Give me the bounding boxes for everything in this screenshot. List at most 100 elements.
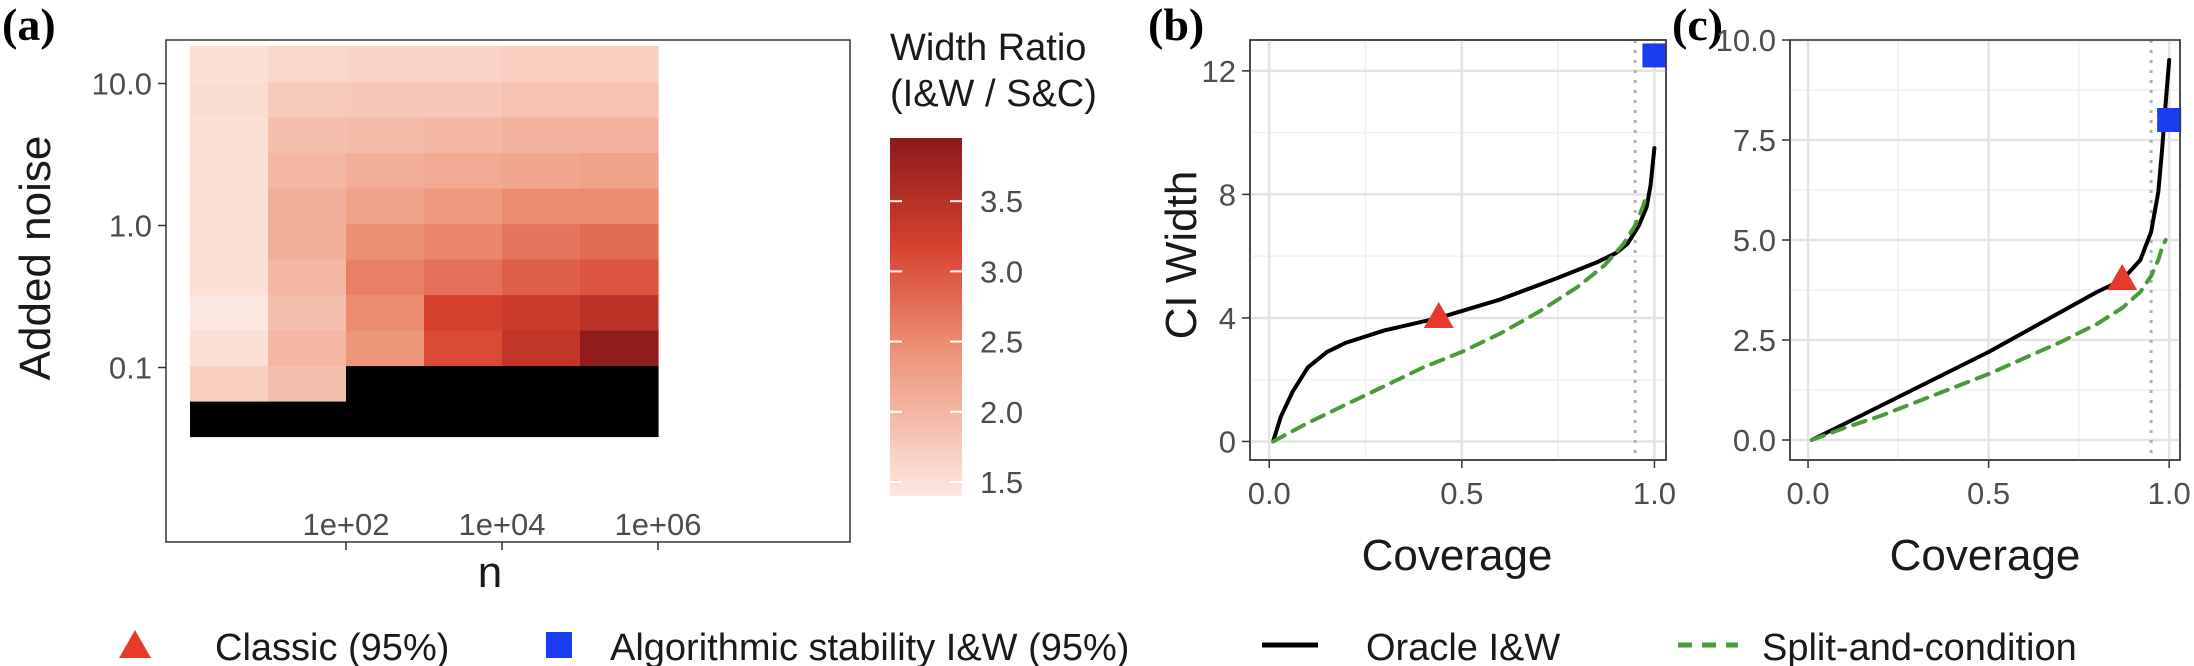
y-tick-label: 7.5 (1733, 123, 1776, 158)
heatmap-cell (346, 401, 425, 438)
heatmap-cell (580, 330, 659, 367)
heatmap-cell (268, 152, 347, 189)
heatmap-cell (580, 365, 659, 402)
heatmap-cell (268, 117, 347, 154)
heatmap-cell (580, 401, 659, 438)
heatmap-cell (190, 401, 269, 438)
stability-point-marker (1642, 43, 1667, 68)
heatmap-cell (580, 259, 659, 296)
heatmap-cell (580, 294, 659, 331)
colorbar-gradient (890, 138, 962, 496)
legend-split-label: Split-and-condition (1762, 627, 2077, 666)
classic-point-marker (2107, 264, 2138, 290)
x-tick-label: 1.0 (1633, 476, 1676, 511)
colorbar-tick-label: 3.0 (980, 254, 1023, 289)
heatmap-cell (502, 188, 581, 225)
line-chart-b: 0.0 0.5 1.0 0 4 8 12 Coverage CI Width (1157, 39, 1676, 580)
heatmap-cell (424, 188, 503, 225)
heatmap-x-axis-title: n (478, 548, 502, 597)
heatmap-x-tick-label: 1e+04 (458, 507, 545, 542)
heatmap-cell (502, 259, 581, 296)
heatmap-cell (190, 117, 269, 154)
heatmap-frame (165, 39, 851, 543)
split-and-condition-series-line (1809, 238, 2168, 442)
heatmap-cell (268, 46, 347, 83)
legend-classic-label: Classic (95%) (215, 627, 449, 666)
heatmap-cell (268, 365, 347, 402)
y-tick-label: 10.0 (1716, 23, 1776, 58)
colorbar-legend: Width Ratio (I&W / S&C) 1.5 2.0 2.5 3.0 3.5 (890, 27, 1097, 500)
heatmap-y-tick-label: 1.0 (109, 209, 152, 244)
x-tick-label: 0.5 (1967, 476, 2010, 511)
heatmap-cell (580, 46, 659, 83)
heatmap-cell (424, 294, 503, 331)
heatmap-cell (268, 401, 347, 438)
heatmap-cell (424, 259, 503, 296)
heatmap-cell (424, 46, 503, 83)
y-tick-label: 0 (1219, 424, 1236, 459)
heatmap-cell (580, 81, 659, 118)
oracle-iw-series-line (1271, 146, 1657, 444)
heatmap-cell (346, 223, 425, 260)
heatmap-x-tick-label: 1e+02 (302, 507, 389, 542)
heatmap-cell (424, 152, 503, 189)
heatmap-cell (346, 365, 425, 402)
x-tick-label: 0.5 (1440, 476, 1483, 511)
heatmap-cell (502, 117, 581, 154)
heatmap-cell (268, 223, 347, 260)
heatmap-cell (502, 152, 581, 189)
line-chart-c: 0.0 0.5 1.0 0.0 2.5 5.0 7.5 10.0 Coverage (1716, 23, 2191, 580)
plot-frame (1789, 39, 2181, 461)
heatmap-cell (502, 330, 581, 367)
colorbar-tick-label: 2.0 (980, 395, 1023, 430)
heatmap-cell (346, 152, 425, 189)
y-tick-label: 0.0 (1733, 423, 1776, 458)
heatmap-cell (580, 223, 659, 260)
heatmap-cell (268, 330, 347, 367)
heatmap-cell (580, 188, 659, 225)
heatmap-cell (502, 46, 581, 83)
y-tick-label: 12 (1202, 54, 1236, 89)
oracle-iw-series-line (1809, 58, 2172, 442)
panel-label-c: (c) (1672, 0, 1723, 50)
heatmap-cell (268, 259, 347, 296)
y-tick-label: 8 (1219, 177, 1236, 212)
heatmap-cell (580, 117, 659, 154)
heatmap-cell (580, 152, 659, 189)
panel-label-a: (a) (2, 0, 56, 50)
heatmap-x-tick-label: 1e+06 (614, 507, 701, 542)
heatmap-cell (502, 401, 581, 438)
heatmap-cell (190, 223, 269, 260)
c-x-axis-title: Coverage (1890, 531, 2081, 580)
heatmap-y-axis-title: Added noise (11, 136, 60, 381)
legend-classic-triangle-icon (119, 630, 151, 658)
heatmap-cell (190, 81, 269, 118)
x-tick-label: 1.0 (2148, 476, 2191, 511)
classic-point-marker (1423, 301, 1454, 328)
colorbar-tick-label: 1.5 (980, 465, 1023, 500)
x-tick-label: 0.0 (1248, 476, 1291, 511)
heatmap-cell (502, 365, 581, 402)
heatmap-cell (502, 223, 581, 260)
heatmap-y-tick-label: 10.0 (92, 67, 152, 102)
heatmap-cell (190, 330, 269, 367)
heatmap-cell (268, 81, 347, 118)
legend-stability-label: Algorithmic stability I&W (95%) (610, 627, 1129, 666)
heatmap-cell (502, 294, 581, 331)
heatmap-cell (268, 188, 347, 225)
heatmap-y-tick-label: 0.1 (109, 351, 152, 386)
legend-stability-square-icon (546, 632, 572, 658)
heatmap-cell (424, 365, 503, 402)
heatmap-cell (346, 294, 425, 331)
heatmap-cell (346, 46, 425, 83)
heatmap-cell (424, 330, 503, 367)
heatmap-cell (190, 152, 269, 189)
y-tick-label: 5.0 (1733, 223, 1776, 258)
heatmap-cell (190, 294, 269, 331)
bottom-legend: Classic (95%) Algorithmic stability I&W … (119, 627, 2077, 666)
colorbar-title-line2: (I&W / S&C) (890, 73, 1097, 115)
heatmap-cell (190, 259, 269, 296)
panel-label-b: (b) (1148, 0, 1204, 50)
heatmap-cell (424, 117, 503, 154)
y-tick-label: 4 (1219, 301, 1236, 336)
